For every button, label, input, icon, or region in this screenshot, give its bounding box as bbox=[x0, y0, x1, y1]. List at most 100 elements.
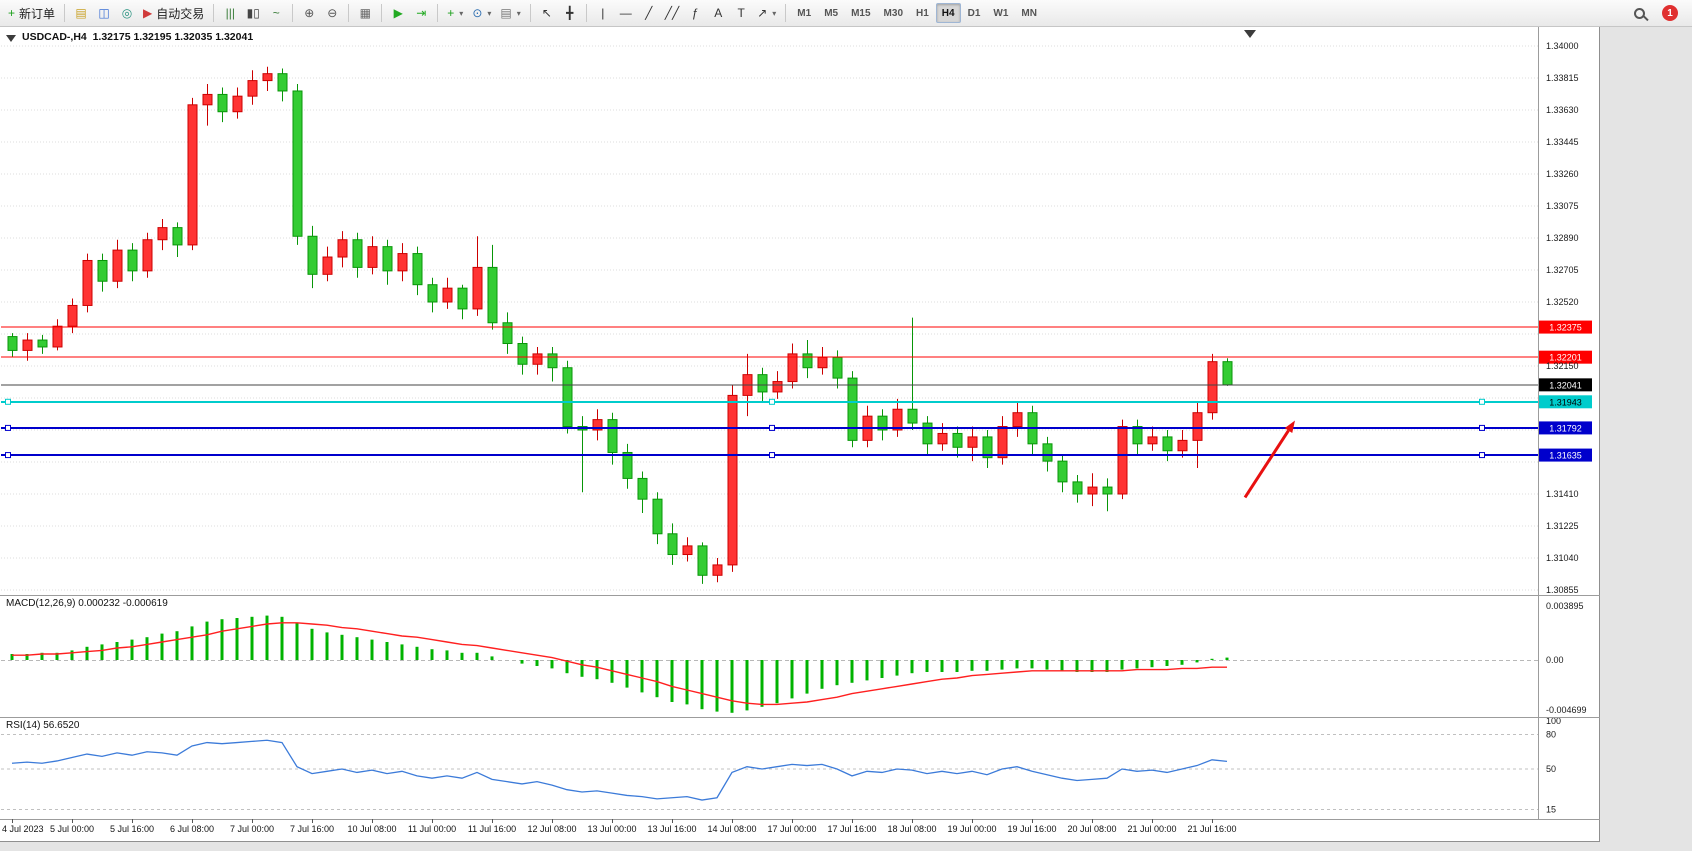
candle bbox=[37, 334, 48, 354]
vertical-line-icon: | bbox=[601, 6, 605, 20]
equidistant-channel-button[interactable]: ╱╱ bbox=[661, 3, 683, 24]
support-line-cyan[interactable] bbox=[1, 398, 1538, 405]
autotrading-button-label: 自动交易 bbox=[156, 6, 205, 21]
timeframe-m30[interactable]: M30 bbox=[878, 3, 909, 23]
auto-scroll-button[interactable]: ▶ bbox=[387, 3, 409, 24]
candle bbox=[322, 246, 333, 282]
support-line-blue-upper[interactable] bbox=[1, 424, 1538, 431]
one-click-trading-toggle[interactable] bbox=[6, 35, 16, 42]
chart-shift-button[interactable]: ⇥ bbox=[410, 3, 432, 24]
support-line-blue-lower[interactable] bbox=[1, 452, 1538, 459]
rsi-scale-label: 80 bbox=[1546, 730, 1556, 740]
line-handle[interactable] bbox=[1479, 452, 1485, 459]
add-indicator-button[interactable]: + ▾ bbox=[443, 3, 467, 24]
price-tag: 1.32201 bbox=[1539, 350, 1592, 364]
timeframe-d1[interactable]: D1 bbox=[962, 3, 987, 23]
candle bbox=[352, 232, 363, 278]
chart-canvas[interactable]: 1.32375 1.32201 1.32041 1.31943 1.31792 1.316… bbox=[0, 27, 1600, 842]
data-window-icon: ◎ bbox=[121, 6, 133, 20]
time-axis-label: 13 Jul 00:00 bbox=[587, 824, 636, 834]
candle bbox=[232, 87, 243, 119]
horizontal-line-button[interactable]: — bbox=[615, 3, 637, 24]
timeframe-m1[interactable]: M1 bbox=[791, 3, 817, 23]
candle bbox=[532, 346, 543, 375]
candle bbox=[607, 412, 618, 465]
cursor-button[interactable]: ↖ bbox=[536, 3, 558, 24]
tile-windows-button[interactable]: ▦ bbox=[354, 3, 376, 24]
windows-group: ▦ bbox=[354, 3, 376, 24]
time-axis-label: 5 Jul 00:00 bbox=[50, 824, 94, 834]
price-tag: 1.31792 bbox=[1539, 421, 1592, 435]
chart-shift-marker[interactable] bbox=[1244, 30, 1256, 38]
macd-indicator-label: MACD(12,26,9) 0.000232 -0.000619 bbox=[6, 598, 168, 609]
templates-button-icon: ▤ bbox=[500, 6, 512, 20]
line-chart-button[interactable]: ~ bbox=[265, 3, 287, 24]
line-handle[interactable] bbox=[5, 398, 11, 405]
zoom-out-button[interactable]: ⊖ bbox=[321, 3, 343, 24]
toolbar-separator bbox=[64, 4, 66, 22]
notifications-badge[interactable]: 1 bbox=[1662, 5, 1678, 21]
candle bbox=[427, 277, 438, 313]
tile-windows-icon: ▦ bbox=[359, 6, 371, 20]
price-scale-label: 1.32520 bbox=[1546, 297, 1579, 307]
trendline-button[interactable]: ╱ bbox=[638, 3, 660, 24]
line-handle[interactable] bbox=[5, 452, 11, 459]
candle bbox=[862, 405, 873, 448]
fibonacci-button[interactable]: ƒ bbox=[684, 3, 706, 24]
candle bbox=[487, 244, 498, 330]
candle bbox=[667, 523, 678, 565]
candle bbox=[457, 284, 468, 320]
line-handle[interactable] bbox=[5, 424, 11, 431]
price-scale-label: 1.33075 bbox=[1546, 201, 1579, 211]
candle bbox=[277, 68, 288, 102]
text-button[interactable]: A bbox=[707, 3, 729, 24]
candle bbox=[847, 371, 858, 448]
toolbar-separator bbox=[213, 4, 215, 22]
trend-arrow[interactable] bbox=[1243, 420, 1295, 499]
price-tag: 1.31635 bbox=[1539, 448, 1592, 462]
candle bbox=[142, 232, 153, 278]
candle bbox=[832, 350, 843, 389]
timeframe-h1[interactable]: H1 bbox=[910, 3, 935, 23]
data-window-button[interactable]: ◎ bbox=[116, 3, 138, 24]
rsi-line bbox=[11, 739, 1228, 801]
timeframe-m5[interactable]: M5 bbox=[818, 3, 844, 23]
candle bbox=[1177, 429, 1188, 458]
crosshair-button[interactable]: ╋ bbox=[559, 3, 581, 24]
candle bbox=[547, 346, 558, 382]
vertical-line-button[interactable]: | bbox=[592, 3, 614, 24]
timeframe-m15[interactable]: M15 bbox=[845, 3, 876, 23]
line-handle[interactable] bbox=[1479, 424, 1485, 431]
timeframe-h4[interactable]: H4 bbox=[935, 3, 961, 23]
bar-chart-button[interactable]: ||| bbox=[219, 3, 241, 24]
zoom-in-button[interactable]: ⊕ bbox=[298, 3, 320, 24]
line-handle[interactable] bbox=[769, 452, 775, 459]
autotrading-button[interactable]: ▶ 自动交易 bbox=[139, 3, 208, 24]
candle bbox=[247, 70, 258, 105]
price-scale-label: 1.31410 bbox=[1546, 489, 1579, 499]
templates-button[interactable]: ▤ ▾ bbox=[496, 3, 524, 24]
text-icon: A bbox=[714, 6, 723, 20]
search-button[interactable] bbox=[1628, 3, 1650, 24]
candle bbox=[592, 409, 603, 441]
candle bbox=[112, 239, 123, 289]
periods-button[interactable]: ⊙ ▾ bbox=[468, 3, 495, 24]
timeframe-mn[interactable]: MN bbox=[1015, 3, 1043, 23]
arrows-button[interactable]: ↗ ▾ bbox=[753, 3, 780, 24]
candlestick-chart-button[interactable]: ▮▯ bbox=[242, 3, 264, 24]
candle bbox=[1087, 473, 1098, 507]
line-handle[interactable] bbox=[769, 398, 775, 405]
candle bbox=[337, 231, 348, 268]
trade-group: + 新订单 bbox=[4, 3, 59, 24]
candle bbox=[802, 340, 813, 379]
charts-profile-button[interactable]: ▤ bbox=[70, 3, 92, 24]
new-order-button[interactable]: + 新订单 bbox=[4, 3, 59, 24]
bar-chart-icon: ||| bbox=[225, 6, 235, 20]
price-tag: 1.31943 bbox=[1539, 395, 1592, 409]
market-watch-button[interactable]: ◫ bbox=[93, 3, 115, 24]
price-scale-label: 1.32890 bbox=[1546, 233, 1579, 243]
line-handle[interactable] bbox=[769, 424, 775, 431]
text-label-button[interactable]: T bbox=[730, 3, 752, 24]
timeframe-w1[interactable]: W1 bbox=[987, 3, 1014, 23]
line-handle[interactable] bbox=[1479, 398, 1485, 405]
